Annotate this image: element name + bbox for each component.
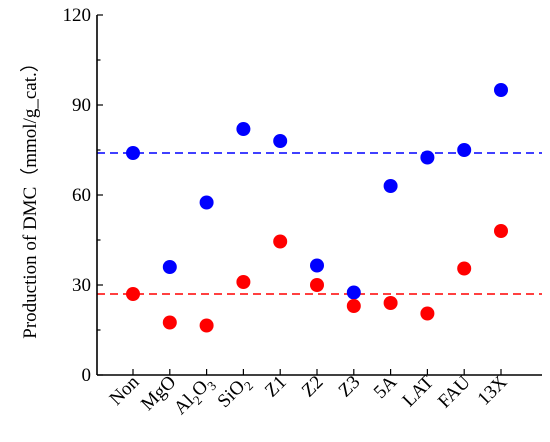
x-tick-label: Z1 [261,372,291,402]
x-tick-label-text: Z3 [335,372,365,402]
reference-lines [97,152,542,295]
y-tick-label: 90 [72,95,91,116]
data-point [457,261,472,276]
y-tick-label: 60 [72,185,91,206]
x-tick-label: Z2 [298,372,328,402]
data-point [199,318,214,333]
data-point [236,122,251,136]
x-tick-label-text: LAT [398,371,438,411]
x-tick-label-text: Non [106,371,144,409]
data-point [273,234,288,249]
data-point [162,315,177,330]
x-tick-label: Non [106,371,144,409]
x-tick-label: 5A [370,371,401,402]
data-point [346,299,361,313]
x-tick-label: FAU [434,371,475,412]
data-point [310,278,324,292]
data-point [236,275,251,289]
x-tick-label-text: 5A [370,371,401,402]
y-axis-label: Production of DMC（mmol/g_cat.） [19,53,41,339]
data-point [494,224,508,238]
data-point [383,179,398,193]
x-tick-label: SiO2 [214,372,256,414]
data-point [126,146,140,160]
data-point [273,134,288,148]
x-tick-label-text: 13X [474,371,512,409]
data-point [420,306,435,321]
y-tick-label: 0 [82,365,92,386]
data-point [199,195,214,210]
data-points [126,83,508,333]
x-tick-label: 13X [474,371,512,409]
x-tick-label-text: Z1 [261,372,291,402]
x-tick-label: Al2O3 [170,372,219,421]
x-tick-label-text: Z2 [298,372,328,402]
data-point [346,285,361,300]
data-point [126,287,140,301]
data-point [457,143,472,157]
y-ticks: 0 30 60 90 120 [63,5,103,386]
x-tick-label: LAT [398,371,438,411]
data-point [420,150,435,165]
x-tick-label: Z3 [335,372,365,402]
data-point [494,83,508,97]
data-point [310,258,324,273]
data-point [162,260,177,274]
y-tick-label: 30 [72,275,91,296]
data-point [383,296,398,310]
x-tick-label-text: FAU [434,371,475,412]
y-tick-label: 120 [63,5,92,26]
